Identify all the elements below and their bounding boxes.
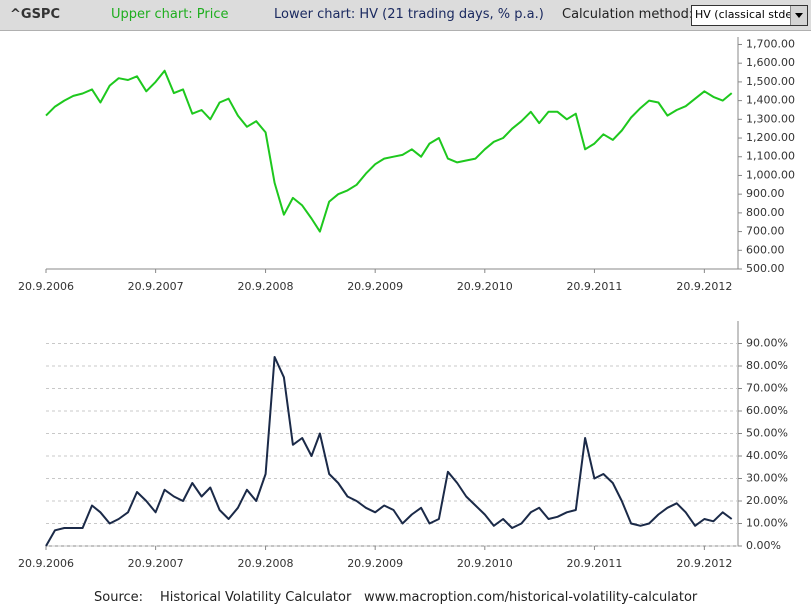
y-tick-label: 900.00 bbox=[746, 187, 785, 200]
x-tick-label: 20.9.2006 bbox=[18, 280, 74, 293]
y-tick-label: 1,400.00 bbox=[746, 94, 795, 107]
y-tick-label: 60.00% bbox=[746, 404, 788, 417]
x-tick-label: 20.9.2010 bbox=[457, 557, 513, 570]
x-tick-label: 20.9.2007 bbox=[128, 557, 184, 570]
y-tick-label: 1,100.00 bbox=[746, 150, 795, 163]
y-tick-label: 1,500.00 bbox=[746, 75, 795, 88]
y-tick-label: 20.00% bbox=[746, 494, 788, 507]
y-tick-label: 1,000.00 bbox=[746, 168, 795, 181]
y-tick-label: 700.00 bbox=[746, 225, 785, 238]
y-tick-label: 10.00% bbox=[746, 517, 788, 530]
source-url[interactable]: www.macroption.com/historical-volatility… bbox=[364, 590, 698, 605]
y-tick-label: 70.00% bbox=[746, 382, 788, 395]
x-tick-label: 20.9.2009 bbox=[347, 280, 403, 293]
y-tick-label: 30.00% bbox=[746, 472, 788, 485]
series-line bbox=[45, 356, 733, 547]
x-tick-label: 20.9.2012 bbox=[676, 280, 732, 293]
y-tick-label: 1,200.00 bbox=[746, 131, 795, 144]
y-tick-label: 600.00 bbox=[746, 243, 785, 256]
y-tick-label: 0.00% bbox=[746, 539, 781, 552]
y-tick-label: 1,600.00 bbox=[746, 56, 795, 69]
source-name: Historical Volatility Calculator bbox=[160, 590, 352, 605]
y-tick-label: 800.00 bbox=[746, 206, 785, 219]
y-tick-label: 40.00% bbox=[746, 449, 788, 462]
x-tick-label: 20.9.2010 bbox=[457, 280, 513, 293]
method-label: Calculation method: bbox=[562, 7, 694, 22]
y-tick-label: 80.00% bbox=[746, 359, 788, 372]
x-tick-label: 20.9.2006 bbox=[18, 557, 74, 570]
y-tick-label: 90.00% bbox=[746, 337, 788, 350]
x-tick-label: 20.9.2008 bbox=[238, 280, 294, 293]
charts: 500.00 600.00 700.00 800.00 900.00 1,000.00 1,… bbox=[18, 37, 795, 570]
upper-label: Upper chart: Price bbox=[111, 7, 229, 22]
x-tick-label: 20.9.2012 bbox=[676, 557, 732, 570]
source-label: Source: bbox=[94, 590, 144, 605]
y-tick-label: 500.00 bbox=[746, 262, 785, 275]
x-tick-label: 20.9.2007 bbox=[128, 280, 184, 293]
y-tick-label: 1,700.00 bbox=[746, 37, 795, 50]
y-tick-label: 50.00% bbox=[746, 427, 788, 440]
dropdown-arrow[interactable] bbox=[790, 6, 807, 25]
y-tick-label: 1,300.00 bbox=[746, 112, 795, 125]
header-bar: ^GSPC Upper chart: Price Lower chart: HV… bbox=[0, 0, 811, 31]
symbol: ^GSPC bbox=[10, 7, 60, 22]
x-tick-label: 20.9.2009 bbox=[347, 557, 403, 570]
method-select[interactable]: HV (classical stdev) bbox=[691, 5, 808, 26]
series-line bbox=[45, 69, 733, 233]
x-tick-label: 20.9.2011 bbox=[566, 280, 622, 293]
x-tick-label: 20.9.2011 bbox=[566, 557, 622, 570]
method-value[interactable]: HV (classical stdev) bbox=[695, 8, 803, 21]
lower-label: Lower chart: HV (21 trading days, % p.a.… bbox=[274, 7, 544, 22]
x-tick-label: 20.9.2008 bbox=[238, 557, 294, 570]
